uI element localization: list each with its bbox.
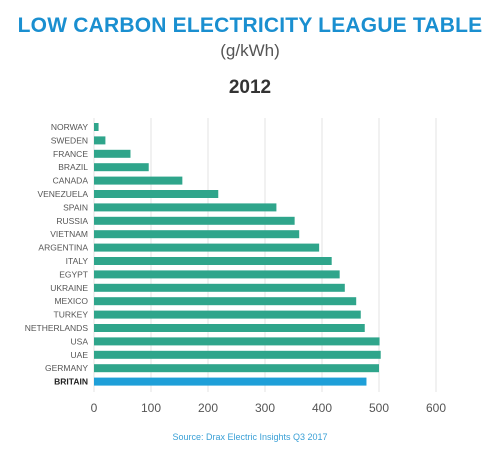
- category-label: UAE: [71, 350, 89, 360]
- bar: [94, 216, 295, 225]
- category-label: EGYPT: [59, 269, 88, 279]
- x-tick-label: 600: [426, 401, 446, 415]
- bar: [94, 350, 381, 359]
- x-tick-label: 300: [255, 401, 275, 415]
- category-label: TURKEY: [54, 310, 89, 320]
- category-label: GERMANY: [45, 363, 88, 373]
- bar: [94, 149, 131, 158]
- category-label: UKRAINE: [50, 283, 88, 293]
- bar: [94, 190, 219, 198]
- bar: [94, 257, 332, 265]
- category-label: ARGENTINA: [38, 243, 88, 253]
- bar: [94, 297, 357, 306]
- bar: [94, 176, 183, 185]
- category-label: VENEZUELA: [37, 189, 88, 199]
- source-note: Source: Drax Electric Insights Q3 2017: [172, 432, 328, 442]
- bar: [94, 364, 379, 373]
- category-label: BRITAIN: [54, 377, 88, 387]
- category-label: BRAZIL: [58, 162, 88, 172]
- bar: [94, 136, 106, 145]
- x-tick-label: 500: [369, 401, 389, 415]
- bar-highlight: [94, 377, 367, 386]
- bar: [94, 283, 345, 292]
- category-label: VIETNAM: [50, 229, 88, 239]
- category-label: MEXICO: [54, 296, 88, 306]
- chart-unit-subtitle: (g/kWh): [220, 41, 280, 60]
- bar: [94, 270, 340, 279]
- bar: [94, 337, 380, 346]
- category-label: ITALY: [66, 256, 89, 266]
- x-tick-label: 0: [91, 401, 98, 415]
- category-label: SPAIN: [63, 202, 88, 212]
- category-label: NETHERLANDS: [25, 323, 89, 333]
- bar: [94, 324, 365, 332]
- chart-title: LOW CARBON ELECTRICITY LEAGUE TABLE: [17, 14, 483, 37]
- bar: [94, 243, 320, 252]
- category-label: FRANCE: [53, 149, 88, 159]
- bar: [94, 163, 149, 172]
- category-label: SWEDEN: [51, 135, 88, 145]
- bar: [94, 230, 300, 239]
- bar: [94, 123, 99, 131]
- bar: [94, 203, 277, 212]
- category-label: RUSSIA: [56, 216, 88, 226]
- category-label: CANADA: [53, 176, 89, 186]
- category-label: USA: [71, 336, 89, 346]
- x-tick-label: 200: [198, 401, 218, 415]
- category-label: NORWAY: [51, 122, 88, 132]
- bar: [94, 310, 361, 319]
- league-table-chart: 0 100 200 300 400 500 600 NORWAY SWEDEN FRANCE BRA…: [25, 118, 446, 415]
- x-tick-label: 100: [141, 401, 161, 415]
- x-tick-label: 400: [312, 401, 332, 415]
- chart-year: 2012: [228, 77, 272, 98]
